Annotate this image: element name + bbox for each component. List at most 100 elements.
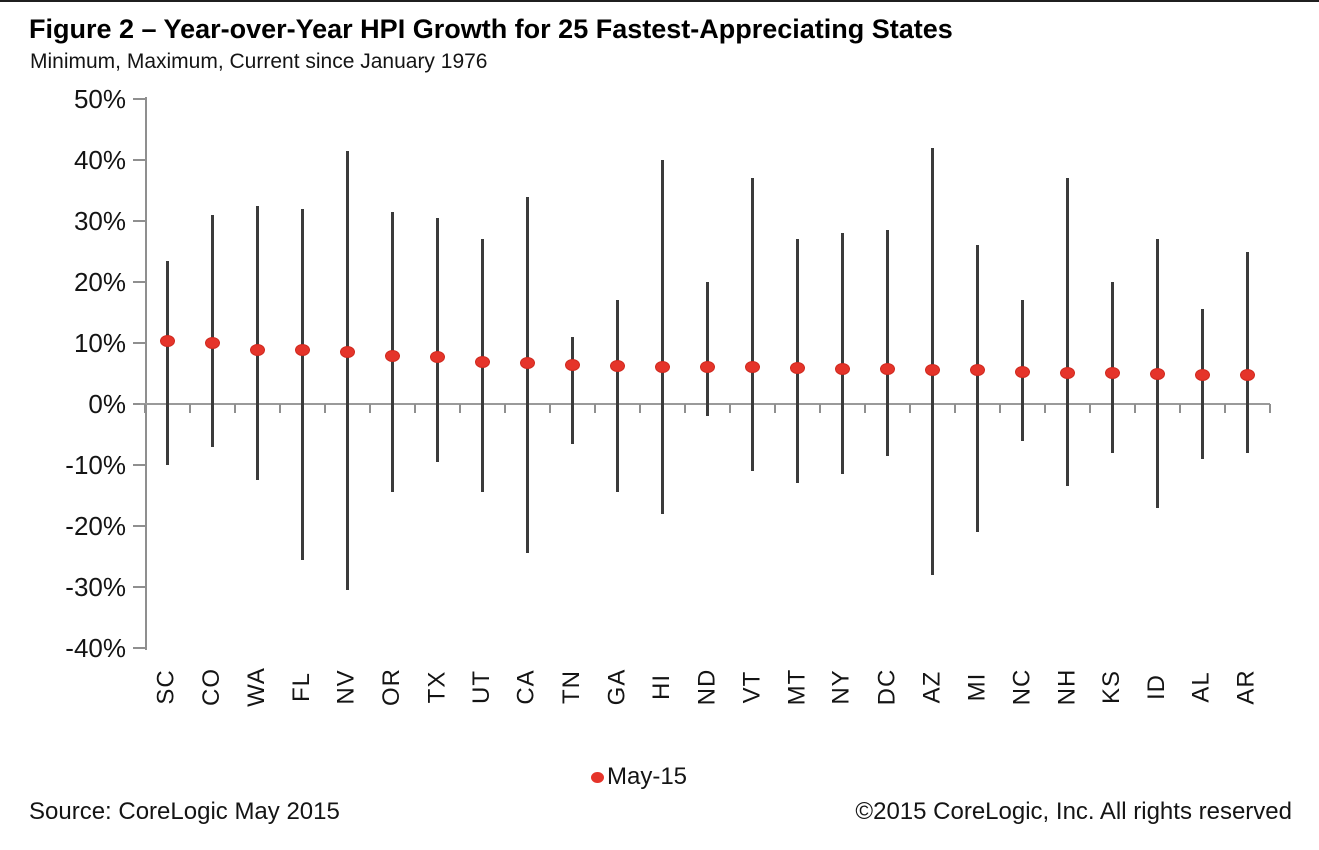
current-dot-mi bbox=[969, 364, 985, 377]
y-tick-label: 40% bbox=[73, 145, 126, 175]
range-line-al bbox=[1200, 309, 1204, 459]
x-axis-tick bbox=[503, 404, 506, 413]
y-axis-tick bbox=[133, 220, 145, 222]
x-axis-label-text: AR bbox=[1233, 669, 1260, 705]
current-dot-co bbox=[204, 337, 220, 349]
current-dot-ny bbox=[834, 362, 850, 375]
x-axis-label-text: GA bbox=[603, 668, 630, 706]
x-axis-label-text: SC bbox=[153, 669, 180, 705]
y-tick-label: 30% bbox=[73, 206, 126, 236]
x-axis-tick bbox=[233, 404, 236, 413]
y-tick-label: -30% bbox=[65, 572, 126, 602]
current-dot-vt bbox=[744, 361, 760, 374]
range-line-nv bbox=[345, 150, 349, 591]
current-dot-fl bbox=[294, 344, 310, 357]
x-axis-label-text: NV bbox=[333, 669, 360, 705]
current-dot-ga bbox=[609, 359, 625, 372]
y-axis-line bbox=[145, 97, 147, 650]
range-line-tx bbox=[435, 217, 439, 462]
current-dot-nv bbox=[339, 346, 355, 359]
x-axis-tick bbox=[413, 404, 416, 413]
current-dot-ca bbox=[519, 357, 535, 370]
x-axis-label-text: VT bbox=[737, 670, 765, 704]
current-dot-or bbox=[384, 350, 400, 363]
x-axis-label-text: ND bbox=[692, 668, 720, 706]
range-line-hi bbox=[660, 160, 664, 514]
x-axis-tick bbox=[818, 404, 821, 413]
chart-subtitle: Minimum, Maximum, Current since January … bbox=[30, 50, 488, 73]
y-axis-tick bbox=[133, 98, 145, 100]
x-axis-tick bbox=[323, 404, 326, 413]
x-axis-tick bbox=[1133, 404, 1136, 413]
current-dot-ut bbox=[474, 355, 490, 368]
x-axis-label-text: NH bbox=[1052, 668, 1080, 706]
y-axis-tick bbox=[133, 342, 145, 344]
x-axis-tick bbox=[278, 404, 281, 413]
legend: May-15 bbox=[591, 763, 687, 791]
range-line-mi bbox=[975, 245, 979, 533]
source-note: Source: CoreLogic May 2015 bbox=[29, 798, 340, 825]
x-axis-label-ar: AR bbox=[1217, 656, 1277, 718]
x-axis-label-text: AL bbox=[1187, 671, 1215, 703]
y-tick-label: 10% bbox=[73, 328, 126, 358]
x-axis-line bbox=[140, 403, 1270, 405]
x-axis-label-text: KS bbox=[1097, 669, 1125, 705]
x-axis-tick bbox=[593, 404, 596, 413]
current-dot-az bbox=[924, 363, 940, 376]
x-axis-label-text: ID bbox=[1143, 674, 1170, 700]
y-axis-tick bbox=[133, 647, 145, 649]
current-dot-tn bbox=[564, 358, 580, 371]
x-axis-label-text: FL bbox=[287, 671, 315, 703]
x-axis-tick bbox=[728, 404, 731, 413]
x-axis-tick bbox=[683, 404, 686, 413]
x-axis-label-text: NC bbox=[1007, 668, 1035, 706]
range-line-ca bbox=[525, 196, 529, 554]
range-line-az bbox=[930, 147, 934, 575]
x-axis-tick bbox=[773, 404, 776, 413]
current-dot-nd bbox=[699, 361, 715, 374]
x-axis-tick bbox=[953, 404, 956, 413]
x-axis-tick bbox=[1268, 404, 1271, 413]
y-axis-tick bbox=[133, 525, 145, 527]
current-dot-sc bbox=[159, 334, 175, 347]
current-dot-wa bbox=[249, 343, 265, 356]
range-line-ny bbox=[840, 233, 844, 475]
x-axis-tick bbox=[638, 404, 641, 413]
x-axis-label-text: AZ bbox=[917, 670, 945, 704]
x-axis-tick bbox=[863, 404, 866, 413]
x-axis-label-text: TX bbox=[422, 670, 450, 704]
legend-label: May-15 bbox=[607, 763, 688, 790]
current-dot-ks bbox=[1104, 366, 1120, 379]
y-tick-label: 50% bbox=[73, 84, 126, 114]
copyright-note: ©2015 CoreLogic, Inc. All rights reserve… bbox=[855, 798, 1292, 825]
x-axis-tick bbox=[1043, 404, 1046, 413]
y-tick-label: 0% bbox=[88, 389, 126, 419]
current-dot-dc bbox=[879, 363, 895, 376]
y-tick-label: -20% bbox=[65, 511, 126, 541]
current-dot-al bbox=[1194, 368, 1210, 381]
x-axis-tick bbox=[188, 404, 191, 413]
y-axis-tick bbox=[133, 403, 145, 405]
range-line-ga bbox=[615, 300, 619, 493]
range-line-mt bbox=[795, 239, 799, 484]
x-axis-label-text: OR bbox=[378, 668, 405, 706]
range-line-nd bbox=[705, 282, 709, 417]
x-axis-tick bbox=[1088, 404, 1091, 413]
y-tick-label: -10% bbox=[65, 450, 126, 480]
current-dot-nh bbox=[1059, 366, 1075, 379]
x-axis-tick bbox=[1178, 404, 1181, 413]
y-axis-tick bbox=[133, 464, 145, 466]
y-axis-tick bbox=[133, 159, 145, 161]
x-axis-tick bbox=[548, 404, 551, 413]
y-tick-label: -40% bbox=[65, 633, 126, 663]
range-line-nh bbox=[1065, 178, 1069, 487]
x-axis-label-text: MI bbox=[962, 672, 990, 702]
current-dot-nc bbox=[1014, 366, 1030, 379]
x-axis-tick bbox=[143, 404, 146, 413]
legend-dot-icon bbox=[591, 771, 604, 783]
top-border-rule bbox=[0, 0, 1319, 2]
range-line-fl bbox=[300, 208, 304, 560]
chart-title: Figure 2 – Year-over-Year HPI Growth for… bbox=[29, 14, 953, 44]
x-axis-label-text: MT bbox=[783, 668, 810, 706]
x-axis-label-text: WA bbox=[243, 667, 270, 707]
